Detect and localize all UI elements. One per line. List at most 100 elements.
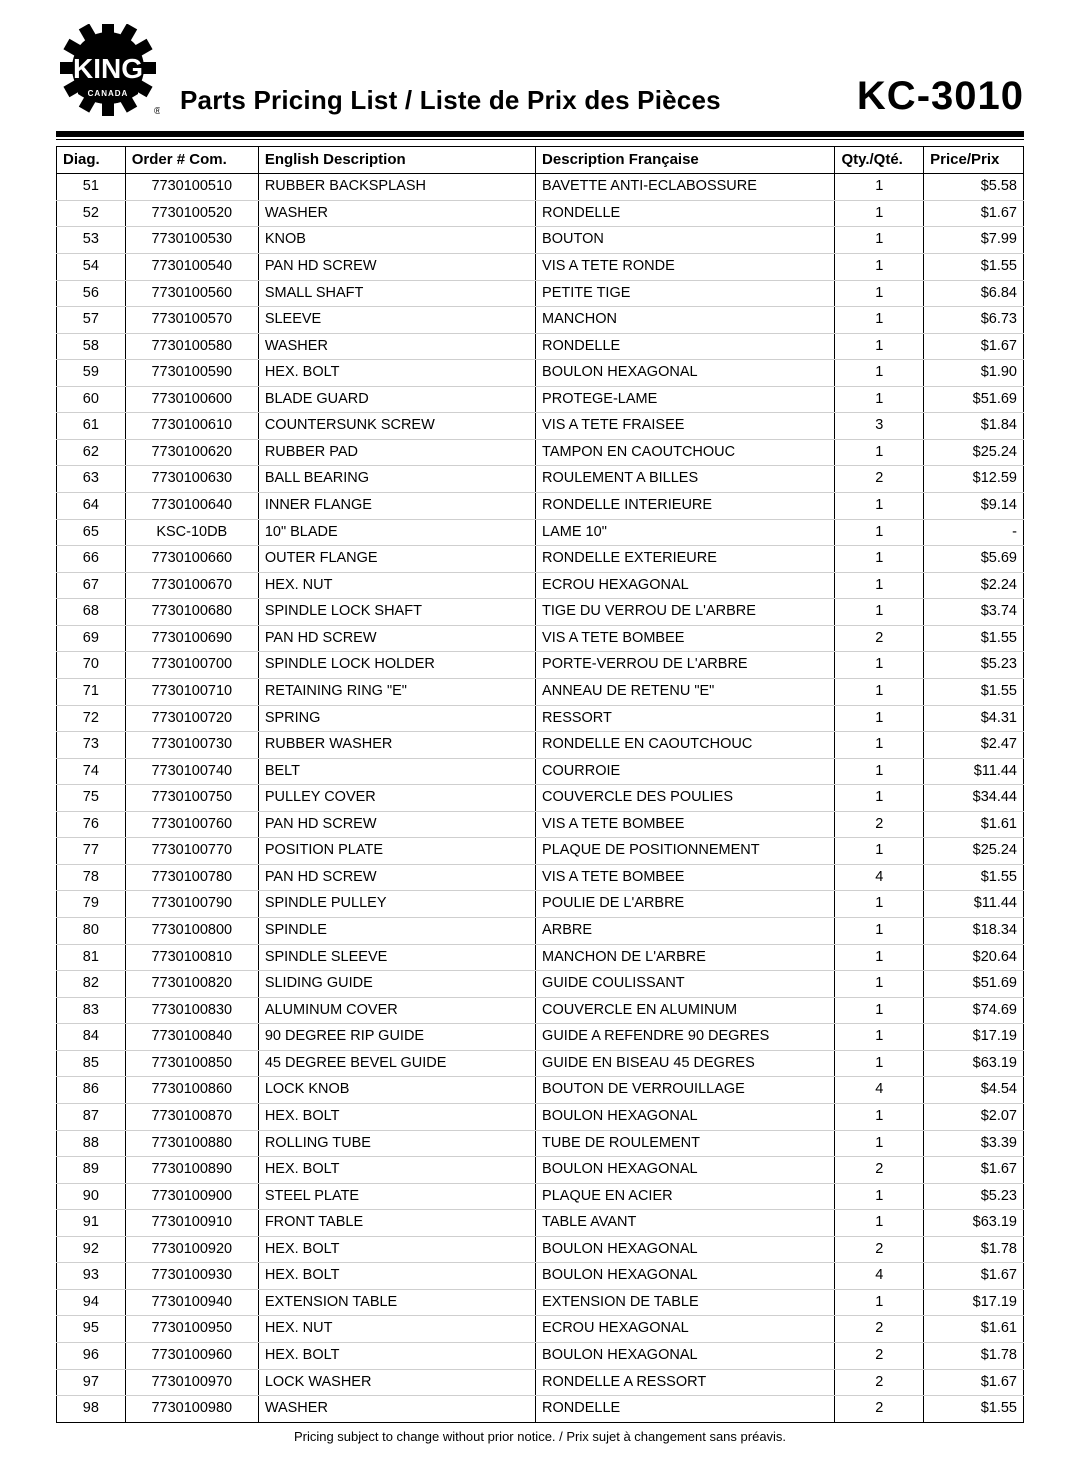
cell-fr: VIS A TETE FRAISEE <box>536 413 835 440</box>
cell-order: 7730100870 <box>125 1103 258 1130</box>
col-order: Order # Com. <box>125 147 258 174</box>
cell-qty: 1 <box>835 227 924 254</box>
cell-fr: RONDELLE <box>536 200 835 227</box>
cell-diag: 95 <box>57 1316 126 1343</box>
cell-en: COUNTERSUNK SCREW <box>258 413 535 440</box>
col-qty: Qty./Qté. <box>835 147 924 174</box>
cell-price: $4.54 <box>924 1077 1024 1104</box>
cell-diag: 84 <box>57 1024 126 1051</box>
cell-diag: 56 <box>57 280 126 307</box>
cell-qty: 1 <box>835 785 924 812</box>
table-row: 577730100570SLEEVEMANCHON1$6.73 <box>57 307 1024 334</box>
col-en: English Description <box>258 147 535 174</box>
cell-diag: 64 <box>57 493 126 520</box>
cell-price: $1.55 <box>924 678 1024 705</box>
cell-en: HEX. NUT <box>258 1316 535 1343</box>
cell-diag: 72 <box>57 705 126 732</box>
cell-en: HEX. BOLT <box>258 1236 535 1263</box>
cell-qty: 1 <box>835 200 924 227</box>
cell-diag: 87 <box>57 1103 126 1130</box>
cell-en: OUTER FLANGE <box>258 546 535 573</box>
cell-en: EXTENSION TABLE <box>258 1289 535 1316</box>
cell-qty: 1 <box>835 678 924 705</box>
cell-qty: 4 <box>835 864 924 891</box>
cell-fr: GUIDE A REFENDRE 90 DEGRES <box>536 1024 835 1051</box>
cell-fr: VIS A TETE BOMBEE <box>536 811 835 838</box>
cell-en: HEX. BOLT <box>258 360 535 387</box>
cell-diag: 68 <box>57 599 126 626</box>
cell-en: 10" BLADE <box>258 519 535 546</box>
cell-diag: 54 <box>57 253 126 280</box>
cell-fr: COUVERCLE DES POULIES <box>536 785 835 812</box>
cell-diag: 93 <box>57 1263 126 1290</box>
cell-order: 7730100640 <box>125 493 258 520</box>
cell-price: $11.44 <box>924 758 1024 785</box>
cell-fr: MANCHON <box>536 307 835 334</box>
cell-fr: ANNEAU DE RETENU "E" <box>536 678 835 705</box>
cell-qty: 2 <box>835 1236 924 1263</box>
cell-fr: PETITE TIGE <box>536 280 835 307</box>
cell-en: WASHER <box>258 333 535 360</box>
cell-order: 7730100690 <box>125 625 258 652</box>
cell-fr: MANCHON DE L'ARBRE <box>536 944 835 971</box>
cell-en: BLADE GUARD <box>258 386 535 413</box>
cell-qty: 1 <box>835 1183 924 1210</box>
cell-price: $3.74 <box>924 599 1024 626</box>
cell-price: $1.67 <box>924 1157 1024 1184</box>
table-row: 897730100890HEX. BOLTBOULON HEXAGONAL2$1… <box>57 1157 1024 1184</box>
cell-fr: TIGE DU VERROU DE L'ARBRE <box>536 599 835 626</box>
cell-en: PULLEY COVER <box>258 785 535 812</box>
header-text: Parts Pricing List / Liste de Prix des P… <box>180 74 1024 125</box>
pricing-footnote: Pricing subject to change without prior … <box>56 1429 1024 1444</box>
cell-en: PAN HD SCREW <box>258 811 535 838</box>
cell-en: RETAINING RING "E" <box>258 678 535 705</box>
cell-price: $51.69 <box>924 386 1024 413</box>
cell-price: $2.07 <box>924 1103 1024 1130</box>
cell-order: 7730100610 <box>125 413 258 440</box>
cell-qty: 2 <box>835 1343 924 1370</box>
cell-fr: BOUTON <box>536 227 835 254</box>
cell-en: PAN HD SCREW <box>258 625 535 652</box>
cell-price: $1.61 <box>924 1316 1024 1343</box>
cell-qty: 2 <box>835 1396 924 1423</box>
table-row: 677730100670HEX. NUTECROU HEXAGONAL1$2.2… <box>57 572 1024 599</box>
cell-price: $12.59 <box>924 466 1024 493</box>
cell-en: POSITION PLATE <box>258 838 535 865</box>
cell-price: $4.31 <box>924 705 1024 732</box>
cell-fr: PROTEGE-LAME <box>536 386 835 413</box>
cell-en: LOCK KNOB <box>258 1077 535 1104</box>
cell-qty: 1 <box>835 386 924 413</box>
cell-order: 7730100540 <box>125 253 258 280</box>
cell-price: $11.44 <box>924 891 1024 918</box>
table-row: 527730100520WASHERRONDELLE1$1.67 <box>57 200 1024 227</box>
cell-order: 7730100930 <box>125 1263 258 1290</box>
cell-order: 7730100700 <box>125 652 258 679</box>
table-row: 887730100880ROLLING TUBETUBE DE ROULEMEN… <box>57 1130 1024 1157</box>
cell-en: ROLLING TUBE <box>258 1130 535 1157</box>
cell-qty: 2 <box>835 1157 924 1184</box>
cell-qty: 4 <box>835 1077 924 1104</box>
cell-en: WASHER <box>258 200 535 227</box>
table-row: 787730100780PAN HD SCREWVIS A TETE BOMBE… <box>57 864 1024 891</box>
cell-price: $2.47 <box>924 732 1024 759</box>
cell-qty: 1 <box>835 599 924 626</box>
cell-fr: POULIE DE L'ARBRE <box>536 891 835 918</box>
cell-price: $1.84 <box>924 413 1024 440</box>
cell-price: $1.67 <box>924 333 1024 360</box>
cell-qty: 1 <box>835 174 924 201</box>
cell-order: 7730100850 <box>125 1050 258 1077</box>
cell-fr: BOULON HEXAGONAL <box>536 1236 835 1263</box>
parts-table-head: Diag. Order # Com. English Description D… <box>57 147 1024 174</box>
table-row: 697730100690PAN HD SCREWVIS A TETE BOMBE… <box>57 625 1024 652</box>
table-row: 537730100530KNOBBOUTON1$7.99 <box>57 227 1024 254</box>
cell-qty: 2 <box>835 625 924 652</box>
cell-order: 7730100830 <box>125 997 258 1024</box>
cell-order: 7730100730 <box>125 732 258 759</box>
cell-price: $1.55 <box>924 1396 1024 1423</box>
table-row: 947730100940EXTENSION TABLEEXTENSION DE … <box>57 1289 1024 1316</box>
table-row: 877730100870HEX. BOLTBOULON HEXAGONAL1$2… <box>57 1103 1024 1130</box>
cell-price: $5.58 <box>924 174 1024 201</box>
table-row: 567730100560SMALL SHAFTPETITE TIGE1$6.84 <box>57 280 1024 307</box>
cell-order: 7730100510 <box>125 174 258 201</box>
col-diag: Diag. <box>57 147 126 174</box>
